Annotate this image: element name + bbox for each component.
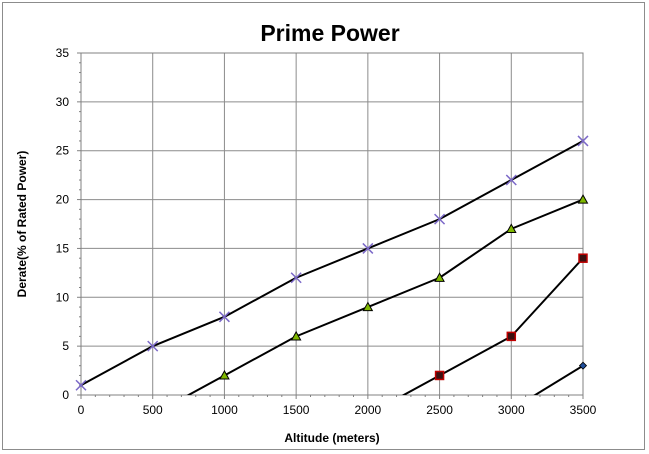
x-marker-stroke [147,340,159,352]
series-2-point [290,330,302,341]
y-axis-label: Derate(% of Rated Power) [15,151,29,298]
ticks: 0 500 1000 1500 2000 2500 3000 3500 0 5 10 15 20 25 30… [56,46,597,417]
y-tick-label: 25 [56,144,70,158]
series-2-point [434,272,445,282]
series-2-point [219,369,230,380]
x-marker-stroke [434,213,446,225]
series-1-point [147,340,159,352]
series-layer [81,140,583,395]
y-tick-label: 20 [56,193,70,207]
series-1-point [75,379,87,391]
series-3-line [401,257,583,395]
y-tick-label: 0 [62,388,69,402]
x-marker-stroke [505,174,517,186]
y-tick-label: 35 [56,46,70,60]
y-tick-label: 30 [56,95,70,109]
chart-title: Prime Power [260,20,399,46]
series-1-point [505,174,517,186]
series-1-point [362,242,374,254]
series-1-point [577,135,589,147]
x-tick-label: 3000 [498,403,525,417]
x-marker-stroke [218,311,230,323]
series-1-point [434,213,446,225]
plot-area [80,52,584,396]
x-tick-label: 1000 [211,403,238,417]
chart-frame [2,2,645,450]
y-tick-label: 5 [62,339,69,353]
series-2-point [505,223,517,233]
series-3-point [506,331,517,342]
series-3-point [578,253,588,263]
x-tick-label: 500 [143,403,163,417]
x-tick-label: 2000 [355,403,382,417]
series-3-point [434,370,445,381]
x-tick-label: 3500 [570,403,597,417]
series-1-line [81,140,583,387]
x-marker-stroke [290,272,302,284]
series-1-point [290,272,302,284]
x-marker-stroke [577,135,589,147]
x-marker-stroke [362,242,374,254]
series-2-point [577,194,589,204]
series-4-point [578,361,588,370]
x-axis-label: Altitude (meters) [284,431,379,445]
y-tick-label: 15 [56,241,70,255]
series-4-line [533,364,583,395]
x-tick-label: 2500 [426,403,453,417]
series-1-point [218,311,230,323]
x-tick-label: 0 [78,403,85,417]
x-marker-stroke [75,379,87,391]
marker-layer [75,135,589,391]
series-2-point [362,301,374,312]
x-tick-label: 1500 [283,403,310,417]
y-tick-label: 10 [56,290,70,304]
